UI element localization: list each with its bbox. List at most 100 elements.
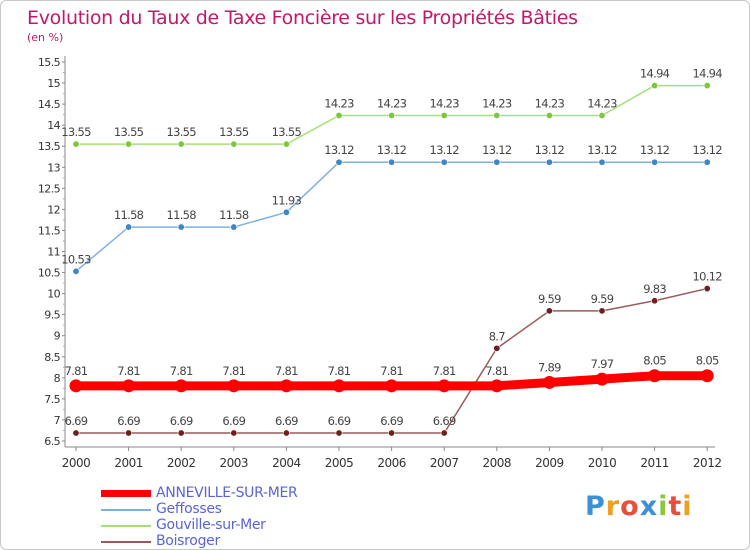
data-point <box>125 223 133 231</box>
data-point <box>598 158 606 166</box>
y-tick-label: 9.5 <box>44 309 60 322</box>
data-label: 6.69 <box>328 414 351 428</box>
data-label: 9.59 <box>591 292 614 306</box>
data-point <box>72 140 80 148</box>
data-label: 14.94 <box>692 67 722 81</box>
legend-label: Gouville-sur-Mer <box>156 517 266 533</box>
data-point <box>651 158 659 166</box>
y-tick-label: 12 <box>47 203 60 216</box>
data-label: 8.7 <box>489 329 506 343</box>
data-label: 6.69 <box>275 414 298 428</box>
data-point <box>335 111 343 119</box>
legend-swatch <box>101 490 151 497</box>
data-point <box>125 140 133 148</box>
data-point <box>700 369 714 383</box>
data-point <box>598 307 606 315</box>
y-tick-label: 10.5 <box>38 267 61 280</box>
data-label: 11.93 <box>272 193 302 207</box>
x-tick-label: 2003 <box>220 456 249 470</box>
data-label: 7.81 <box>222 364 245 378</box>
data-point <box>595 372 609 386</box>
data-label: 8.05 <box>696 354 719 368</box>
series-layer <box>69 82 714 437</box>
data-point <box>542 375 556 389</box>
data-label: 14.23 <box>377 96 407 110</box>
data-point <box>282 208 290 216</box>
data-label: 13.55 <box>166 125 196 139</box>
data-label: 10.12 <box>692 270 722 284</box>
data-point <box>545 111 553 119</box>
data-point <box>177 223 185 231</box>
data-point <box>177 429 185 437</box>
y-tick-label: 7 <box>54 414 61 427</box>
data-label: 6.69 <box>222 414 245 428</box>
data-point <box>493 344 501 352</box>
data-label: 14.23 <box>324 96 354 110</box>
data-point <box>335 429 343 437</box>
x-tick-label: 2000 <box>62 456 91 470</box>
data-point <box>545 307 553 315</box>
data-point <box>388 111 396 119</box>
data-point <box>493 158 501 166</box>
data-labels-layer: 7.81 7.81 7.81 7.81 7.81 7.81 7.81 7.81 7.81 7.89… <box>61 67 723 428</box>
data-point <box>703 285 711 293</box>
y-tick-label: 8.5 <box>44 351 60 364</box>
data-point <box>388 158 396 166</box>
data-point <box>440 111 448 119</box>
x-tick-label: 2009 <box>535 456 564 470</box>
data-point <box>230 223 238 231</box>
x-tick-label: 2007 <box>430 456 459 470</box>
data-label: 7.81 <box>275 364 298 378</box>
data-label: 7.81 <box>328 364 351 378</box>
data-label: 7.97 <box>591 357 614 371</box>
logo-letter: i <box>682 491 693 522</box>
chart-axes: 6.577.588.599.51010.51111.51212.51313.51… <box>38 56 722 470</box>
x-tick-label: 2010 <box>588 456 617 470</box>
y-tick-label: 7.5 <box>44 393 60 406</box>
x-tick-label: 2002 <box>167 456 196 470</box>
data-label: 10.53 <box>61 252 91 266</box>
chart-unit-label: (en %) <box>27 31 64 44</box>
data-label: 7.81 <box>117 364 140 378</box>
y-tick-label: 14.5 <box>38 98 61 111</box>
data-point <box>545 158 553 166</box>
data-point <box>440 158 448 166</box>
data-point <box>332 379 346 393</box>
data-point <box>72 267 80 275</box>
data-label: 7.81 <box>485 364 508 378</box>
data-point <box>279 379 293 393</box>
y-tick-label: 11.5 <box>38 224 61 237</box>
data-label: 6.69 <box>65 414 88 428</box>
x-tick-label: 2011 <box>640 456 669 470</box>
data-label: 6.69 <box>433 414 456 428</box>
x-tick-label: 2004 <box>272 456 301 470</box>
data-label: 13.12 <box>640 143 670 157</box>
chart-title: Evolution du Taux de Taxe Foncière sur l… <box>27 7 578 29</box>
data-point <box>72 429 80 437</box>
y-tick-label: 14 <box>47 119 60 132</box>
data-label: 13.55 <box>219 125 249 139</box>
data-label: 9.83 <box>643 282 666 296</box>
data-label: 13.12 <box>377 143 407 157</box>
logo-letter: t <box>668 491 683 522</box>
data-label: 6.69 <box>117 414 140 428</box>
logo-letter: r <box>605 491 621 522</box>
data-point <box>648 369 662 383</box>
data-label: 13.55 <box>114 125 144 139</box>
data-point <box>230 140 238 148</box>
data-point <box>125 429 133 437</box>
data-point <box>437 379 451 393</box>
data-point <box>598 111 606 119</box>
data-label: 13.12 <box>587 143 617 157</box>
data-label: 11.58 <box>166 208 196 222</box>
data-label: 7.81 <box>65 364 88 378</box>
data-point <box>177 140 185 148</box>
data-label: 14.23 <box>587 96 617 110</box>
legend-swatch <box>101 509 151 511</box>
y-tick-label: 9 <box>54 330 61 343</box>
y-tick-label: 11 <box>47 246 60 259</box>
x-tick-label: 2006 <box>377 456 406 470</box>
data-label: 14.23 <box>535 96 565 110</box>
